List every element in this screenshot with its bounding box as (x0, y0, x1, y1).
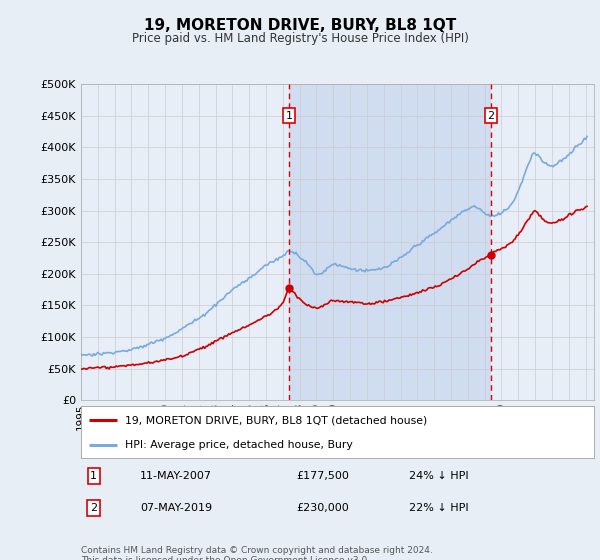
Text: 2: 2 (487, 111, 494, 120)
Text: 22% ↓ HPI: 22% ↓ HPI (409, 503, 469, 513)
Text: £177,500: £177,500 (296, 471, 349, 481)
Text: 07-MAY-2019: 07-MAY-2019 (140, 503, 212, 513)
Text: 2: 2 (90, 503, 97, 513)
Text: Price paid vs. HM Land Registry's House Price Index (HPI): Price paid vs. HM Land Registry's House … (131, 32, 469, 45)
Text: Contains HM Land Registry data © Crown copyright and database right 2024.
This d: Contains HM Land Registry data © Crown c… (81, 546, 433, 560)
Text: 19, MORETON DRIVE, BURY, BL8 1QT: 19, MORETON DRIVE, BURY, BL8 1QT (144, 18, 456, 33)
Text: 1: 1 (286, 111, 293, 120)
Bar (289, 84, 491, 400)
Text: 1: 1 (91, 471, 97, 481)
Text: HPI: Average price, detached house, Bury: HPI: Average price, detached house, Bury (125, 440, 352, 450)
Text: £230,000: £230,000 (296, 503, 349, 513)
Text: 24% ↓ HPI: 24% ↓ HPI (409, 471, 469, 481)
Text: 19, MORETON DRIVE, BURY, BL8 1QT (detached house): 19, MORETON DRIVE, BURY, BL8 1QT (detach… (125, 416, 427, 426)
Text: 11-MAY-2007: 11-MAY-2007 (140, 471, 212, 481)
